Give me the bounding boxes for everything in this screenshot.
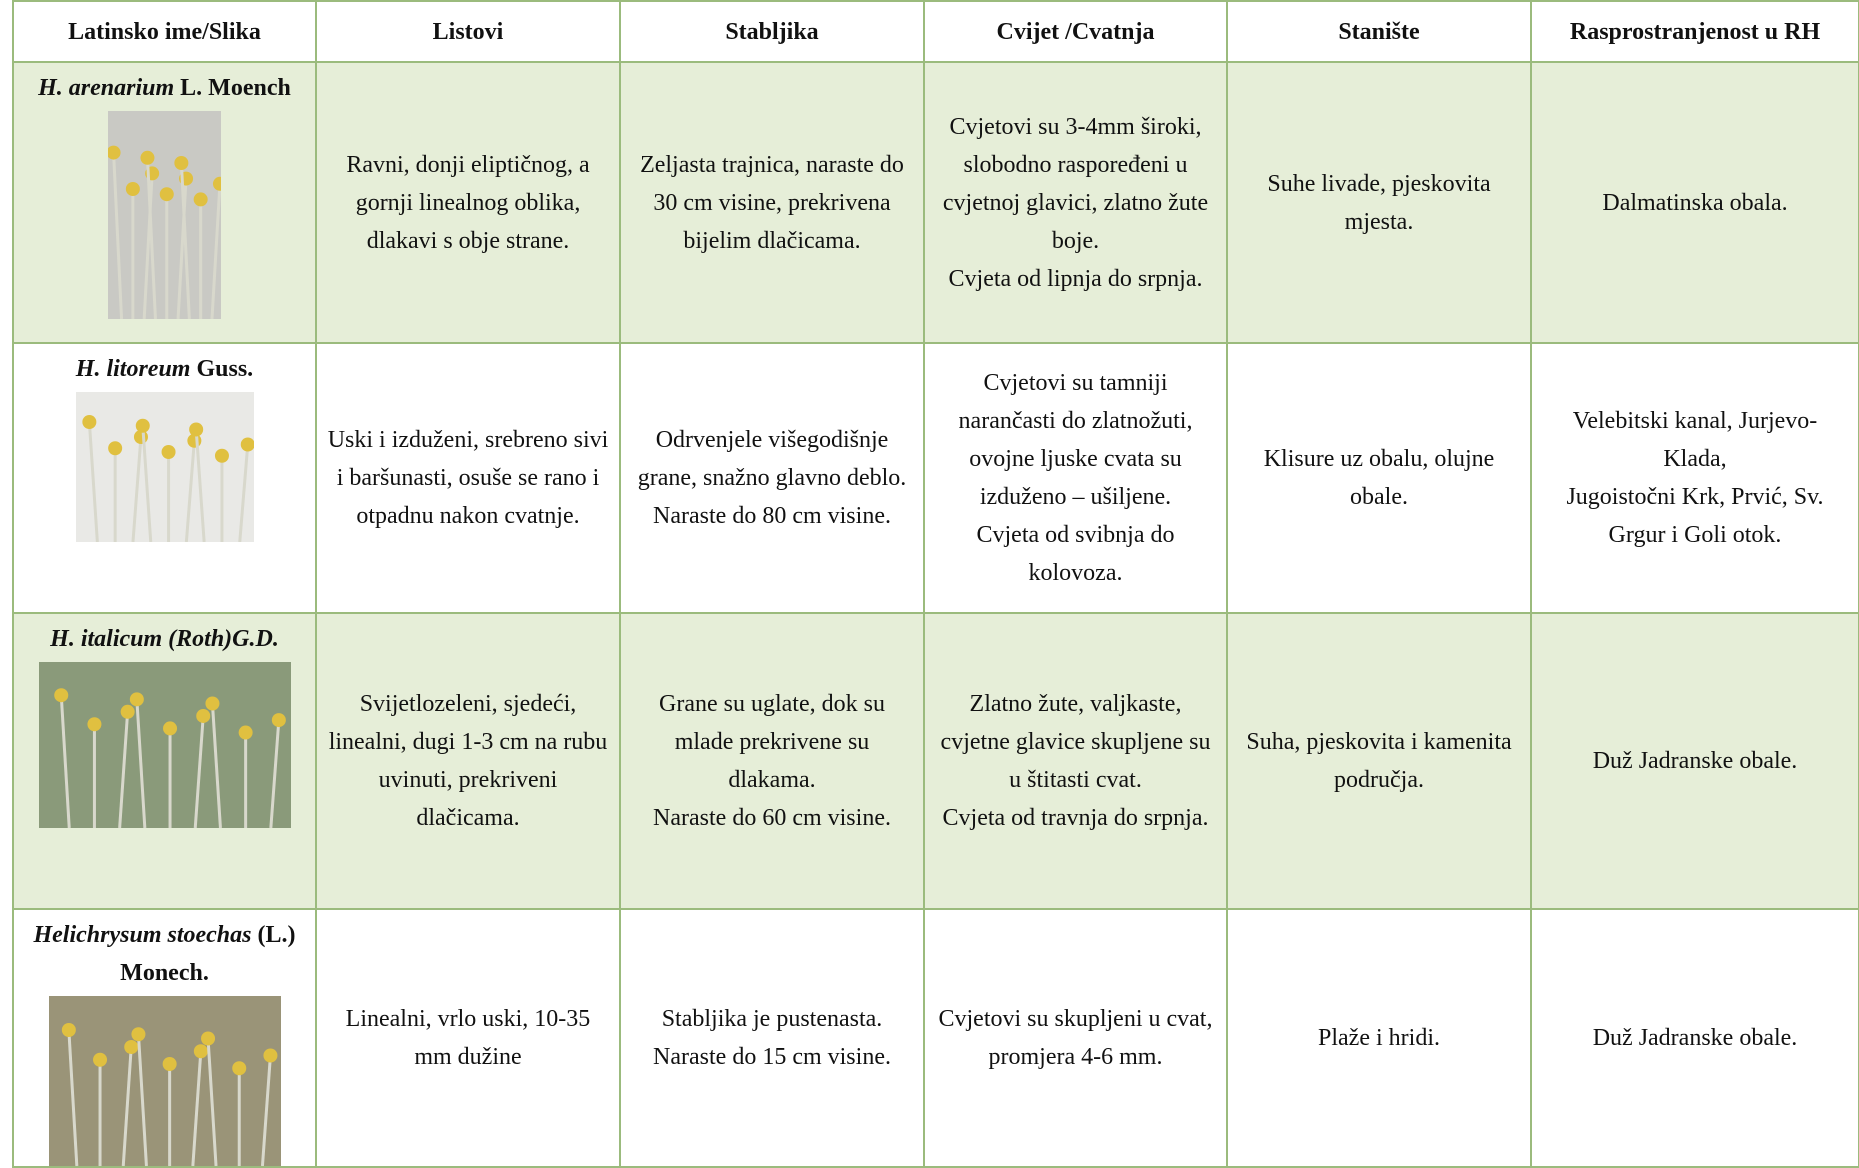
latin-name: H. italicum (Roth)G.D. [24,620,305,658]
cell-text: Naraste do 60 cm visine. [653,805,891,831]
cell-text: Klisure uz obalu, olujne obale. [1263,446,1495,510]
table-cell: Uski i izduženi, srebreno sivi i baršuna… [315,342,621,614]
table-cell: Cvjetovi su tamniji narančasti do zlatno… [923,342,1228,614]
cell-text: Dalmatinska obala. [1602,189,1788,216]
table-cell: Zlatno žute, valjkaste, cvjetne glavice … [923,612,1228,910]
cell-text: Duž Jadranske obale. [1592,748,1798,774]
table-row: Helichrysum stoechas (L.) Monech. Linealn… [12,908,1859,1168]
cell-text: Suhe livade, pjeskovita mjesta. [1267,170,1491,235]
cell-text: Linealni, vrlo uski, 10-35 mm dužine [345,1006,591,1070]
cell-text: Zlatno žute, valjkaste, cvjetne glavice … [940,691,1211,793]
name-cell: H. italicum (Roth)G.D. [12,612,317,910]
cell-text: Cvjeta od svibnja do kolovoza. [976,522,1175,586]
cell-text: Zeljasta trajnica, naraste do 30 cm visi… [640,151,904,254]
cell-text: Cvjeta od lipnja do srpnja. [948,265,1203,292]
latin-name-author: L. Moench [180,75,291,101]
table-row: H. italicum (Roth)G.D. Svijetlozeleni, sj… [12,612,1859,910]
cell-text: Jugoistočni Krk, Prvić, Sv. Grgur i Goli… [1566,484,1824,548]
plant-photo [48,996,281,1165]
table-cell: Cvjetovi su 3-4mm široki, slobodno raspo… [923,61,1228,344]
plant-photo [38,662,291,828]
cell-text: Naraste do 80 cm visine. [653,503,891,529]
cell-text: Svijetlozeleni, sjedeći, linealni, dugi … [328,691,608,831]
latin-name-author: Guss. [196,356,254,382]
column-header: Listovi [315,0,621,63]
cell-text: Suha, pjeskovita i kamenita područja. [1246,729,1512,793]
column-header: Latinsko ime/Slika [12,0,317,63]
table-row: H. litoreum Guss. Uski i izduženi, srebre… [12,342,1859,614]
table-cell: Ravni, donji eliptičnog, a gornji lineal… [315,61,621,344]
cell-text: Uski i izduženi, srebreno sivi i baršuna… [327,427,609,529]
column-header: Stabljika [619,0,925,63]
table-cell: Klisure uz obalu, olujne obale. [1226,342,1532,614]
table-cell: Linealni, vrlo uski, 10-35 mm dužine [315,908,621,1168]
table-cell: Duž Jadranske obale. [1530,612,1859,910]
plant-photo [108,111,221,319]
cell-text: Velebitski kanal, Jurjevo-Klada, [1572,408,1818,472]
table-cell: Stabljika je pustenasta. Naraste do 15 cm… [619,908,925,1168]
table-cell: Odrvenjele višegodišnje grane, snažno gl… [619,342,925,614]
table-cell: Suhe livade, pjeskovita mjesta. [1226,61,1532,344]
cell-text: Cvjetovi su 3-4mm široki, slobodno raspo… [942,113,1209,254]
latin-name: H. arenarium L. Moench [24,69,305,107]
cell-text: Plaže i hridi. [1318,1025,1440,1051]
header-row: Latinsko ime/Slika Listovi Stabljika Cvijet… [12,0,1859,63]
plant-photo [75,392,254,542]
table-row: H. arenarium L. Moench Ravni, donji elipt… [12,61,1859,344]
table-cell: Dalmatinska obala. [1530,61,1859,344]
latin-name: Helichrysum stoechas (L.) Monech. [24,916,305,992]
latin-name-italic: H. italicum (Roth)G.D. [50,626,279,652]
table-cell: Grane su uglate, dok su mlade prekrivene… [619,612,925,910]
cell-text: Odrvenjele višegodišnje grane, snažno gl… [637,427,907,491]
latin-name-italic: H. litoreum [75,356,191,382]
name-cell: H. arenarium L. Moench [12,61,317,344]
table-cell: Velebitski kanal, Jurjevo-Klada, Jugoisto… [1530,342,1859,614]
cell-text: Duž Jadranske obale. [1592,1025,1798,1051]
table-cell: Plaže i hridi. [1226,908,1532,1168]
column-header: Cvijet /Cvatnja [923,0,1228,63]
latin-name-italic: H. arenarium [38,75,175,101]
table-cell: Svijetlozeleni, sjedeći, linealni, dugi … [315,612,621,910]
latin-name-author: (L.) Monech. [120,922,296,986]
name-cell: Helichrysum stoechas (L.) Monech. [12,908,317,1168]
cell-text: Grane su uglate, dok su mlade prekrivene… [659,691,885,793]
cell-text: Stabljika je pustenasta. [661,1006,883,1032]
column-header: Rasprostranjenost u RH [1530,0,1859,63]
table-cell: Duž Jadranske obale. [1530,908,1859,1168]
latin-name: H. litoreum Guss. [24,350,305,388]
latin-name-italic: Helichrysum stoechas [33,922,252,948]
table-cell: Zeljasta trajnica, naraste do 30 cm visi… [619,61,925,344]
cell-text: Naraste do 15 cm visine. [653,1044,891,1070]
table-cell: Suha, pjeskovita i kamenita područja. [1226,612,1532,910]
plant-table: Latinsko ime/Slika Listovi Stabljika Cvijet… [12,0,1859,1168]
cell-text: Cvjetovi su skupljeni u cvat, promjera 4… [938,1006,1213,1070]
column-header: Stanište [1226,0,1532,63]
cell-text: Cvjeta od travnja do srpnja. [942,805,1209,831]
cell-text: Ravni, donji eliptičnog, a gornji lineal… [346,151,590,254]
cell-text: Cvjetovi su tamniji narančasti do zlatno… [958,370,1193,510]
table-cell: Cvjetovi su skupljeni u cvat, promjera 4… [923,908,1228,1168]
name-cell: H. litoreum Guss. [12,342,317,614]
